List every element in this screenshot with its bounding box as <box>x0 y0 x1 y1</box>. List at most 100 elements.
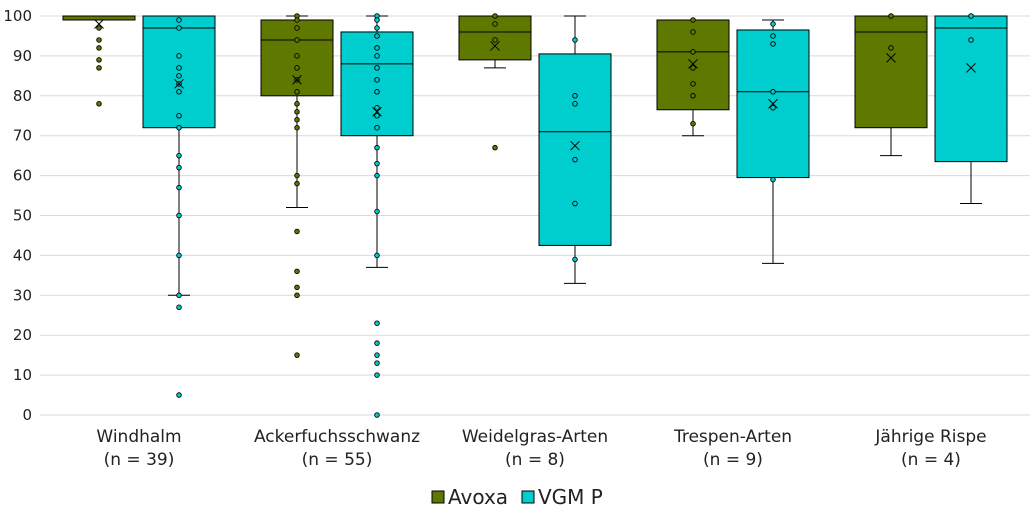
box-group <box>538 15 612 284</box>
data-point <box>374 33 380 39</box>
data-point <box>176 124 182 131</box>
mean-marker-stroke <box>94 19 104 29</box>
x-axis: Windhalm (n = 39) Ackerfuchsschwanz (n = 55… <box>96 427 986 470</box>
data-point <box>690 120 696 127</box>
plot-area <box>62 13 1008 418</box>
data-point <box>374 372 380 378</box>
box-group <box>934 13 1008 205</box>
data-point <box>176 89 182 95</box>
mean-marker-stroke <box>966 63 976 73</box>
data-point <box>572 200 578 207</box>
legend-swatch <box>521 490 535 504</box>
legend-label: Avoxa <box>448 485 508 509</box>
y-tick-label: 40 <box>13 246 32 264</box>
category-label: Jährige Rispe <box>874 427 986 447</box>
data-point <box>96 45 102 51</box>
box-group <box>340 13 414 418</box>
box-group <box>142 15 216 398</box>
mean-marker <box>174 78 184 89</box>
data-point <box>294 352 300 358</box>
data-point <box>176 112 182 119</box>
data-point <box>176 252 182 259</box>
data-point <box>492 13 498 19</box>
data-point <box>294 101 300 107</box>
data-point <box>294 65 300 71</box>
y-tick-label: 0 <box>22 406 32 424</box>
category-n-label: (n = 4) <box>901 450 961 470</box>
data-point <box>96 57 102 63</box>
data-point <box>374 65 380 71</box>
y-tick-label: 70 <box>13 127 32 145</box>
category-label: Trespen-Arten <box>673 427 792 447</box>
mean-marker-stroke <box>570 140 580 151</box>
data-point <box>374 340 380 346</box>
data-point <box>374 112 380 119</box>
data-point <box>294 89 300 95</box>
data-point <box>96 25 102 31</box>
box-group <box>62 15 136 107</box>
data-point <box>176 53 182 59</box>
mean-marker-stroke <box>174 78 184 89</box>
data-point <box>492 37 498 43</box>
category-n-label: (n = 9) <box>703 450 763 470</box>
y-tick-label: 90 <box>13 47 32 65</box>
y-axis: 0 10 20 30 40 50 60 70 80 90 100 <box>3 7 32 424</box>
data-point <box>572 93 578 99</box>
mean-marker <box>372 106 382 117</box>
data-point <box>96 101 102 107</box>
data-point <box>374 252 380 259</box>
data-point <box>374 412 380 418</box>
mean-marker <box>886 53 896 63</box>
box <box>854 15 928 129</box>
data-point <box>888 45 894 51</box>
category-n-label: (n = 55) <box>302 450 373 470</box>
data-point <box>176 392 182 398</box>
mean-marker <box>768 98 778 109</box>
data-point <box>690 17 696 23</box>
mean-marker-stroke <box>688 59 698 69</box>
data-point <box>294 228 300 235</box>
data-point <box>572 156 578 163</box>
data-point <box>770 21 776 27</box>
data-point <box>374 144 380 151</box>
category-label: Windhalm <box>96 427 181 447</box>
data-point <box>374 77 380 83</box>
legend-label: VGM P <box>538 485 603 509</box>
data-point <box>176 184 182 191</box>
data-point <box>294 17 300 23</box>
data-point <box>176 25 182 31</box>
box-group <box>458 13 532 151</box>
data-point <box>294 109 300 115</box>
mean-marker-stroke <box>292 74 302 85</box>
data-point <box>770 89 776 95</box>
box <box>142 15 216 129</box>
data-point <box>96 65 102 71</box>
data-point <box>770 41 776 47</box>
data-point <box>294 124 300 131</box>
legend: Avoxa VGM P <box>431 485 603 509</box>
data-point <box>176 152 182 159</box>
data-point <box>294 116 300 123</box>
data-point <box>294 37 300 43</box>
mean-marker <box>490 41 500 51</box>
data-point <box>690 49 696 55</box>
data-point <box>374 360 380 366</box>
data-point <box>770 105 776 111</box>
data-point <box>572 37 578 43</box>
mean-marker <box>570 140 580 151</box>
data-point <box>294 172 300 179</box>
data-point <box>294 292 300 299</box>
box-group <box>656 17 730 137</box>
data-point <box>374 53 380 59</box>
data-point <box>176 292 182 299</box>
data-point <box>294 268 300 275</box>
data-point <box>374 89 380 95</box>
mean-marker-stroke <box>490 41 500 51</box>
mean-marker <box>292 74 302 85</box>
data-point <box>690 29 696 35</box>
data-point <box>374 105 380 111</box>
y-tick-label: 50 <box>13 207 32 225</box>
mean-marker <box>966 63 976 73</box>
data-point <box>96 37 102 43</box>
data-point <box>492 144 498 151</box>
